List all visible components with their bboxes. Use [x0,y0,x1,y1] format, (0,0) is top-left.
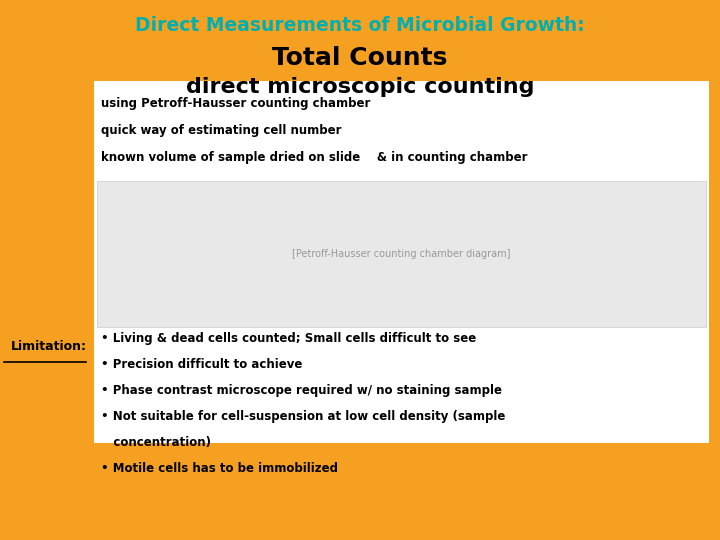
Text: • Motile cells has to be immobilized: • Motile cells has to be immobilized [101,462,338,475]
Text: direct microscopic counting: direct microscopic counting [186,77,534,97]
Text: • Living & dead cells counted; Small cells difficult to see: • Living & dead cells counted; Small cel… [101,332,476,345]
Text: quick way of estimating cell number: quick way of estimating cell number [101,124,341,137]
Text: • Precision difficult to achieve: • Precision difficult to achieve [101,358,302,371]
Text: Limitation:: Limitation: [10,340,86,353]
Text: • Not suitable for cell-suspension at low cell density (sample: • Not suitable for cell-suspension at lo… [101,410,505,423]
FancyBboxPatch shape [97,181,706,327]
FancyBboxPatch shape [94,81,709,443]
Text: [Petroff-Hausser counting chamber diagram]: [Petroff-Hausser counting chamber diagra… [292,249,510,259]
Text: known volume of sample dried on slide    & in counting chamber: known volume of sample dried on slide & … [101,151,527,164]
Text: • Phase contrast microscope required w/ no staining sample: • Phase contrast microscope required w/ … [101,384,502,397]
Text: Total Counts: Total Counts [272,46,448,70]
Text: Direct Measurements of Microbial Growth:: Direct Measurements of Microbial Growth: [135,16,585,35]
Text: concentration): concentration) [101,436,211,449]
Text: using Petroff-Hausser counting chamber: using Petroff-Hausser counting chamber [101,97,370,110]
